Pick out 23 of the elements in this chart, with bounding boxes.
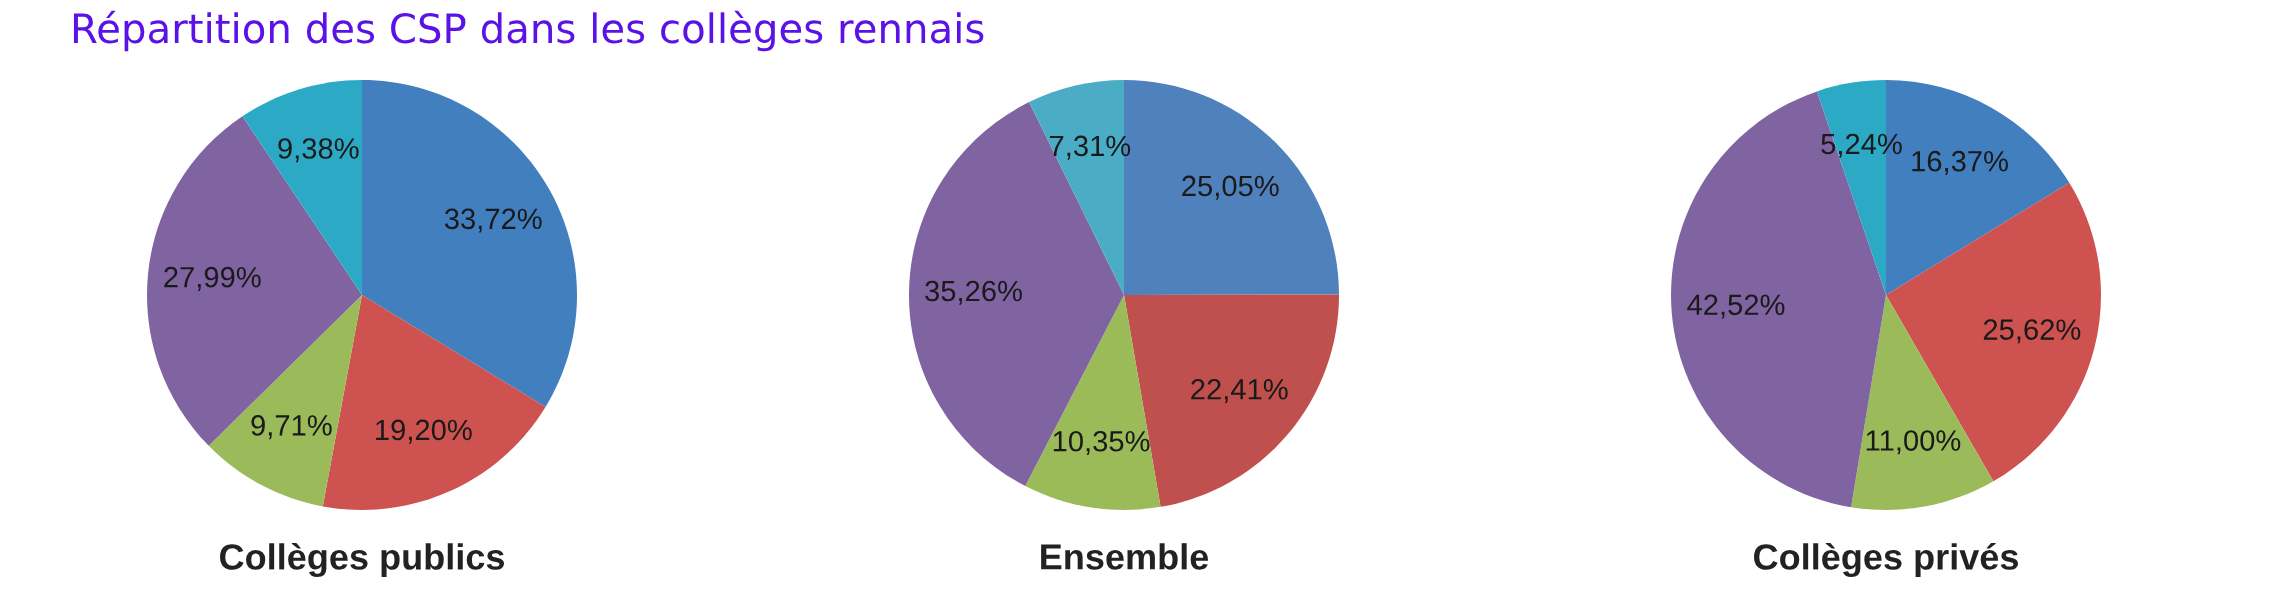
- pie-slice: [147, 116, 362, 446]
- data-label: 11,00%: [1866, 430, 1961, 455]
- data-label: 7,31%: [1050, 135, 1131, 160]
- text: Collèges privés: [1754, 542, 2018, 578]
- data-label: 42,52%: [1687, 294, 1785, 319]
- data-label: 22,41%: [1191, 378, 1288, 404]
- pie-slice: [1025, 295, 1161, 510]
- data-label: 19,20%: [376, 419, 472, 444]
- pie-slice: [362, 80, 577, 407]
- data-label: 5,24%: [1821, 133, 1902, 158]
- chart-title: Répartition des CSP dans les collèges rennais: [73, 10, 984, 52]
- text: Collèges publics: [220, 542, 505, 578]
- data-label: 10,35%: [1053, 430, 1150, 456]
- data-label: 25,05%: [1182, 175, 1279, 200]
- data-label: 9,38%: [278, 138, 359, 163]
- data-label: 33,72%: [444, 208, 542, 233]
- pie-slice: [208, 295, 362, 507]
- data-label: 35,26%: [925, 280, 1022, 305]
- data-label: 16,37%: [1912, 150, 2008, 175]
- data-label: 25,62%: [1983, 319, 2081, 344]
- text: Ensemble: [1041, 543, 1209, 570]
- data-label: 27,99%: [164, 266, 261, 291]
- data-label: 9,71%: [251, 415, 332, 440]
